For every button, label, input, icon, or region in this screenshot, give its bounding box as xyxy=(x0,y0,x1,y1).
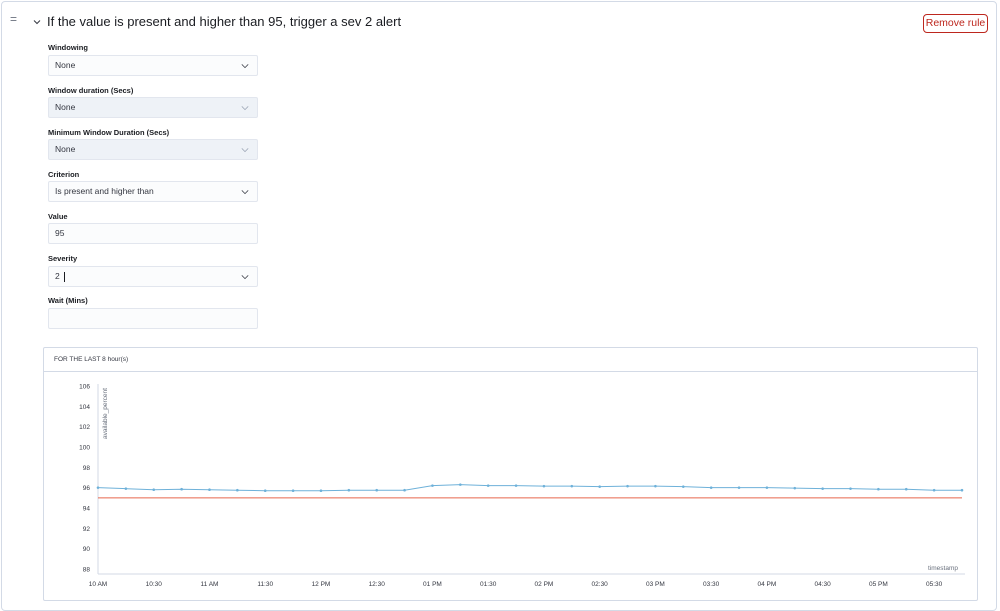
x-tick-label: 11 AM xyxy=(201,581,219,588)
chevron-down-icon[interactable] xyxy=(32,17,42,27)
x-tick-label: 04 PM xyxy=(758,581,777,588)
windowing-value: None xyxy=(55,60,76,70)
y-tick-label: 98 xyxy=(83,465,91,472)
data-point xyxy=(124,487,128,490)
severity-select[interactable]: 2 xyxy=(48,266,258,287)
windowing-label: Windowing xyxy=(48,43,88,52)
remove-rule-button[interactable]: Remove rule xyxy=(923,14,988,33)
x-tick-label: 03:30 xyxy=(703,581,720,588)
x-tick-label: 12 PM xyxy=(312,581,331,588)
x-tick-label: 10 AM xyxy=(89,581,107,588)
data-point xyxy=(403,488,406,492)
y-tick-label: 96 xyxy=(83,485,91,492)
x-tick-label: 01 PM xyxy=(423,581,442,588)
x-tick-label: 11:30 xyxy=(257,581,273,588)
data-point xyxy=(180,487,183,491)
chevron-down-icon xyxy=(241,190,249,195)
data-point xyxy=(208,488,211,491)
min-window-duration-label: Minimum Window Duration (Secs) xyxy=(48,128,170,137)
y-tick-label: 102 xyxy=(79,424,90,431)
data-point xyxy=(960,488,964,492)
data-point xyxy=(654,484,657,488)
y-axis-label: available_percent xyxy=(102,388,109,439)
data-point xyxy=(598,485,601,488)
data-point xyxy=(152,488,156,491)
min-window-duration-value: None xyxy=(55,144,76,154)
data-point xyxy=(765,486,769,489)
criterion-label: Criterion xyxy=(48,170,80,179)
data-point xyxy=(904,487,908,491)
criterion-value: Is present and higher than xyxy=(55,186,154,196)
data-point xyxy=(375,488,379,492)
y-tick-label: 92 xyxy=(83,526,91,533)
severity-value: 2 xyxy=(55,271,60,281)
chevron-down-icon xyxy=(241,106,249,111)
data-point xyxy=(877,487,880,491)
y-tick-label: 104 xyxy=(79,404,90,411)
data-point xyxy=(681,485,685,488)
data-point xyxy=(793,486,797,490)
y-tick-label: 106 xyxy=(79,384,90,391)
data-point xyxy=(709,486,713,489)
line-chart: 88 90 92 94 96 98 100 102 104 106 10 AM 10:30 11 AM 1… xyxy=(79,384,965,588)
x-axis-label: timestamp xyxy=(928,565,958,572)
rule-title: If the value is present and higher than … xyxy=(47,14,402,29)
data-point xyxy=(570,484,574,488)
min-window-duration-select: None xyxy=(48,139,258,160)
data-point xyxy=(96,486,100,489)
severity-label: Severity xyxy=(48,254,78,263)
data-point xyxy=(542,484,546,488)
data-point xyxy=(821,487,824,490)
data-point xyxy=(932,488,936,492)
chart-panel-title: FOR THE LAST 8 hour(s) xyxy=(44,348,977,372)
chart-panel: FOR THE LAST 8 hour(s) 88 90 92 94 96 98 100 10… xyxy=(43,347,978,601)
data-point xyxy=(347,488,351,492)
x-tick-label: 02:30 xyxy=(592,581,609,588)
data-point xyxy=(319,489,323,493)
wait-label: Wait (Mins) xyxy=(48,296,88,305)
x-tick-label: 02 PM xyxy=(535,581,554,588)
value-text: 95 xyxy=(55,228,65,238)
data-point xyxy=(849,487,852,490)
y-tick-label: 88 xyxy=(83,567,91,574)
window-duration-value: None xyxy=(55,102,76,112)
wait-input[interactable] xyxy=(48,308,258,329)
data-point xyxy=(514,484,518,487)
chevron-down-icon xyxy=(241,148,249,153)
x-tick-label: 01:30 xyxy=(480,581,497,588)
x-tick-label: 10:30 xyxy=(146,581,163,588)
x-tick-label: 12:30 xyxy=(369,581,386,588)
data-point xyxy=(431,484,434,487)
x-tick-label: 04:30 xyxy=(815,581,832,588)
data-point xyxy=(459,483,462,486)
y-tick-label: 100 xyxy=(79,445,90,452)
data-point xyxy=(737,486,741,489)
y-tick-label: 90 xyxy=(83,546,91,553)
drag-handle[interactable]: = xyxy=(10,12,18,26)
data-point xyxy=(236,488,239,492)
x-tick-label: 03 PM xyxy=(646,581,665,588)
x-tick-label: 05:30 xyxy=(926,581,943,588)
value-input[interactable]: 95 xyxy=(48,223,258,244)
series-line xyxy=(97,484,962,492)
data-point xyxy=(626,484,629,488)
y-tick-label: 94 xyxy=(83,506,91,513)
windowing-select[interactable]: None xyxy=(48,55,258,76)
text-cursor xyxy=(63,271,65,282)
x-tick-label: 05 PM xyxy=(869,581,888,588)
data-point xyxy=(486,484,490,487)
chevron-down-icon xyxy=(241,64,249,69)
data-point xyxy=(263,489,267,493)
criterion-select[interactable]: Is present and higher than xyxy=(48,181,258,202)
chevron-down-icon xyxy=(241,275,249,280)
window-duration-label: Window duration (Secs) xyxy=(48,86,134,95)
window-duration-select: None xyxy=(48,97,258,118)
value-label: Value xyxy=(48,212,68,221)
data-point xyxy=(291,489,295,493)
